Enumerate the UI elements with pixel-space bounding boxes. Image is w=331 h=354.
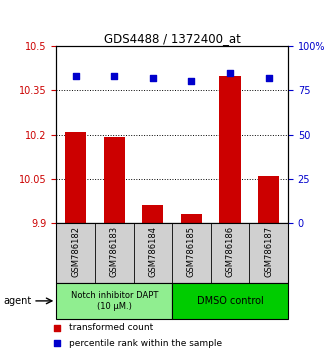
Point (189, 79, 194, 84)
Point (150, 75, 156, 81)
Text: GSM786187: GSM786187 (264, 226, 273, 277)
Text: GSM786184: GSM786184 (148, 226, 157, 277)
Bar (104, 137, 125, 223)
Text: GSM786182: GSM786182 (71, 226, 80, 277)
Bar (219, 75, 241, 223)
Text: GSM786183: GSM786183 (110, 226, 119, 277)
Point (54, 341, 60, 346)
Text: agent: agent (3, 296, 31, 306)
Bar (258, 176, 279, 223)
Text: transformed count: transformed count (69, 323, 153, 332)
Point (227, 70, 233, 75)
Bar (56, 283, 172, 319)
Point (73, 73, 78, 79)
Text: percentile rank within the sample: percentile rank within the sample (69, 339, 222, 348)
Bar (181, 214, 202, 223)
Bar (172, 283, 288, 319)
Text: GSM786186: GSM786186 (225, 226, 235, 277)
Title: GDS4488 / 1372400_at: GDS4488 / 1372400_at (104, 32, 241, 45)
Text: GSM786185: GSM786185 (187, 226, 196, 277)
Bar (65, 132, 86, 223)
Point (54, 325, 60, 330)
Text: DMSO control: DMSO control (197, 296, 263, 306)
Text: Notch inhibitor DAPT
(10 μM.): Notch inhibitor DAPT (10 μM.) (71, 291, 158, 310)
Bar (142, 205, 164, 223)
Point (112, 73, 117, 79)
Point (266, 75, 271, 81)
